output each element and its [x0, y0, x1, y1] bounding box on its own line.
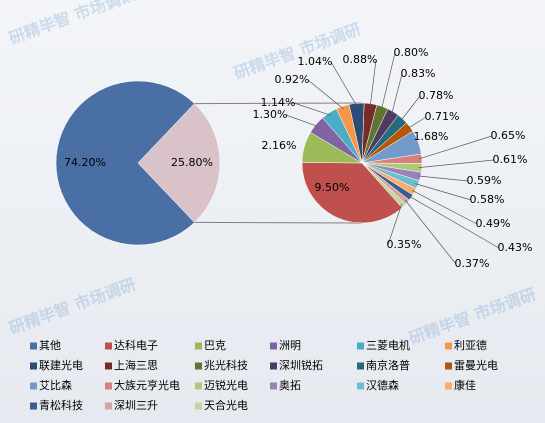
legend-swatch: [195, 382, 202, 390]
data-label: 0.59%: [467, 174, 502, 187]
data-label: 1.14%: [261, 96, 296, 109]
legend-label: 大族元亨光电: [114, 378, 180, 392]
legend-label: 深圳锐拓: [279, 358, 323, 372]
data-label: 25.80%: [171, 156, 213, 169]
legend-swatch: [105, 382, 112, 390]
legend-swatch: [30, 402, 37, 410]
leader-line: [418, 159, 495, 168]
legend-swatch: [105, 402, 112, 410]
legend-label: 深圳三升: [114, 399, 158, 412]
legend-swatch: [270, 382, 277, 390]
legend-swatch: [30, 342, 37, 350]
pie-slice: [137, 103, 221, 223]
legend-swatch: [357, 362, 364, 370]
leader-line: [285, 114, 319, 127]
data-label: 0.65%: [491, 129, 526, 142]
legend-swatch: [357, 342, 364, 350]
data-label: 74.20%: [64, 156, 106, 169]
legend-label: 艾比森: [39, 378, 72, 392]
leader-line: [407, 116, 427, 129]
legend-swatch: [195, 342, 202, 350]
data-label: 9.50%: [315, 181, 350, 194]
data-label: 1.30%: [253, 108, 288, 121]
legend-label: 汉德森: [366, 378, 399, 392]
legend-label: 其他: [39, 339, 61, 352]
data-label: 0.80%: [394, 46, 429, 59]
data-label: 0.35%: [387, 238, 422, 251]
legend-label: 青松科技: [39, 398, 83, 412]
data-label: 0.49%: [476, 217, 511, 230]
data-label: 1.68%: [414, 130, 449, 143]
legend-label: 康佳: [454, 378, 476, 392]
connector-line: [194, 102, 363, 105]
data-label: 1.04%: [298, 55, 333, 68]
leader-line: [418, 135, 493, 160]
pie-slice: [361, 162, 407, 209]
leader-line: [408, 195, 500, 249]
leader-line: [404, 199, 457, 265]
legend-label: 上海三思: [114, 358, 158, 372]
leader-line: [387, 203, 403, 246]
data-label: 2.16%: [262, 139, 297, 152]
leader-line: [293, 102, 331, 116]
legend-label: 巴克: [204, 339, 226, 352]
legend-swatch: [30, 382, 37, 390]
leader-line: [415, 183, 472, 201]
data-label: 0.58%: [470, 193, 505, 206]
leader-line: [391, 73, 403, 115]
legend-swatch: [30, 362, 37, 370]
pie-slice: [301, 162, 403, 224]
legend-swatch: [270, 362, 277, 370]
pie-slice: [55, 80, 195, 246]
leader-line: [369, 59, 377, 107]
legend-label: 三菱电机: [366, 338, 410, 352]
legend-swatch: [270, 342, 277, 350]
legend-swatch: [445, 342, 452, 350]
legend-swatch: [105, 342, 112, 350]
leader-line: [417, 175, 469, 182]
legend-label: 洲明: [279, 339, 301, 352]
leader-line: [307, 79, 344, 110]
data-label: 0.92%: [275, 73, 310, 86]
legend-swatch: [445, 362, 452, 370]
data-label: 0.61%: [493, 153, 528, 166]
leader-line: [400, 95, 421, 122]
legend-label: 南京洛普: [366, 358, 410, 372]
data-label: 0.88%: [343, 53, 378, 66]
leader-line: [330, 61, 358, 107]
legend-label: 兆光科技: [204, 358, 248, 372]
legend-label: 迈锐光电: [204, 378, 248, 392]
legend-swatch: [195, 402, 202, 410]
legend-swatch: [357, 382, 364, 390]
connector-line: [194, 221, 363, 224]
legend-label: 奥拓: [279, 378, 301, 392]
legend-swatch: [445, 382, 452, 390]
legend-label: 利亚德: [454, 338, 487, 352]
leader-line: [381, 52, 396, 110]
legend-label: 达科电子: [114, 338, 158, 352]
legend-swatch: [105, 362, 112, 370]
data-label: 0.37%: [455, 257, 490, 270]
legend-swatch: [195, 362, 202, 370]
legend-label: 雷曼光电: [454, 358, 498, 372]
data-label: 0.43%: [498, 241, 533, 254]
legend-label: 天合光电: [204, 398, 248, 412]
leader-line: [411, 190, 478, 225]
data-label: 0.71%: [425, 110, 460, 123]
data-label: 0.78%: [419, 89, 454, 102]
legend-label: 联建光电: [39, 358, 83, 372]
data-label: 0.83%: [401, 67, 436, 80]
